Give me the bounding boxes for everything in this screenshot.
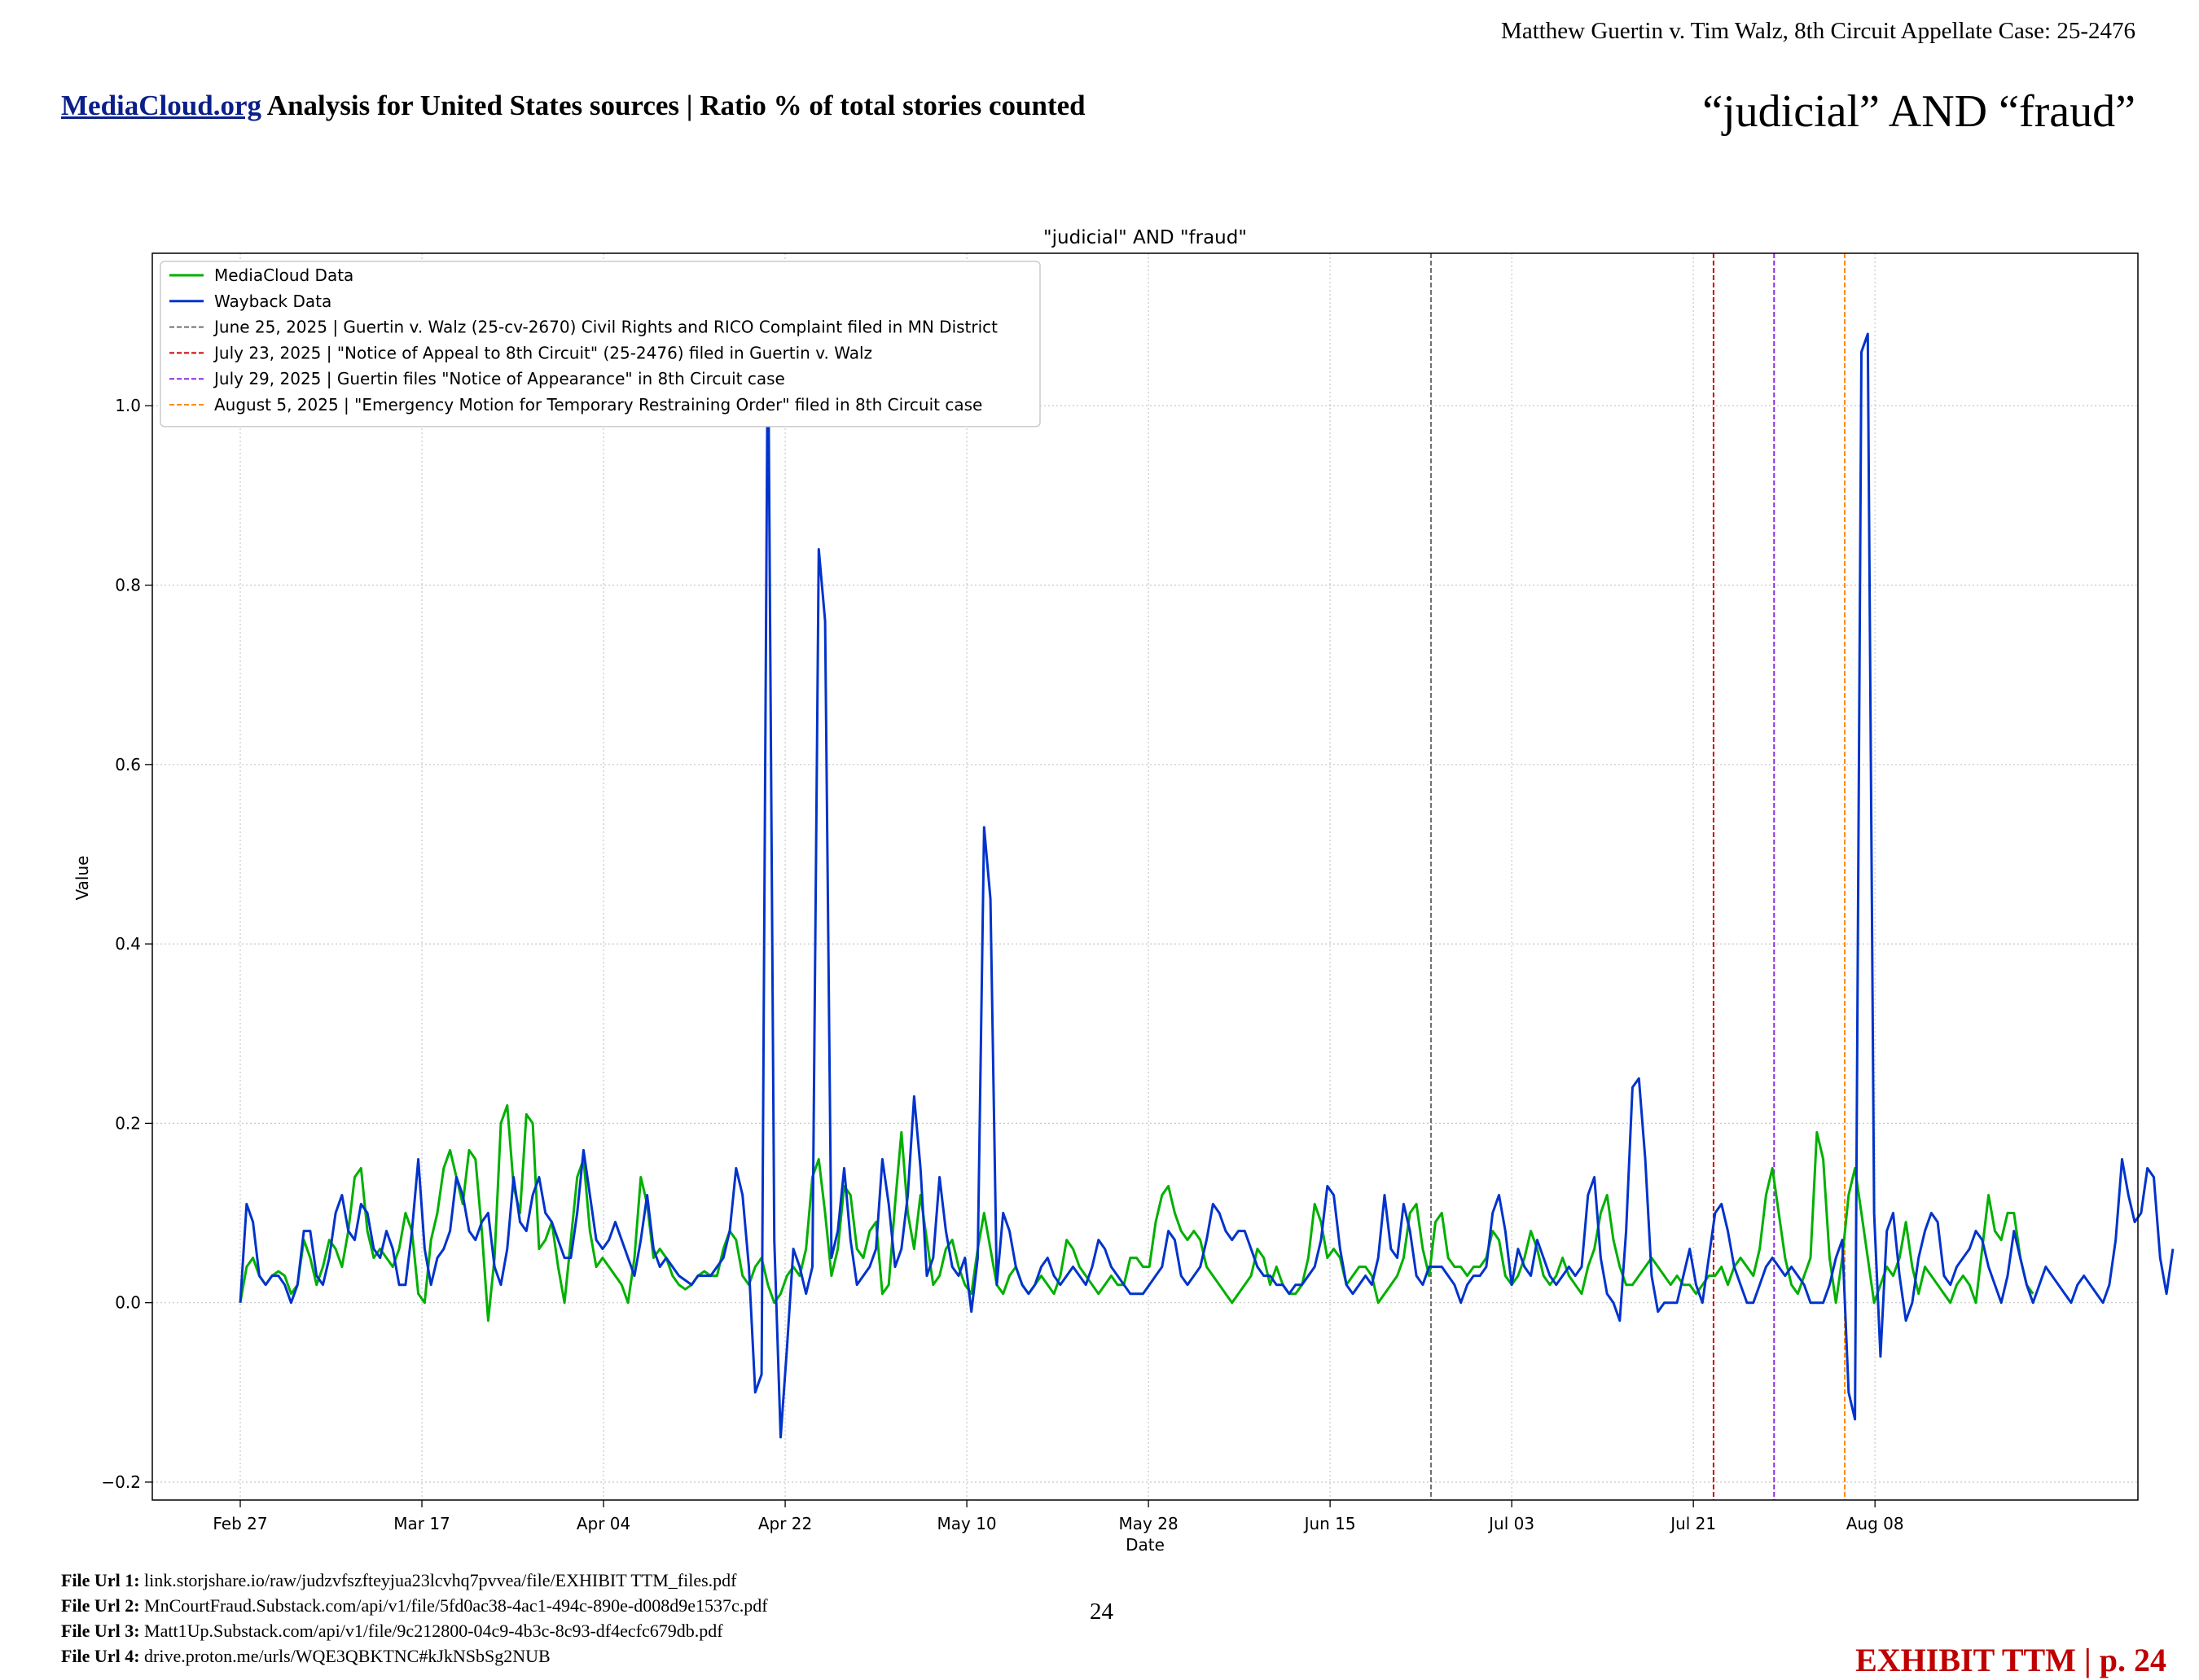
y-axis-label: Value [72,856,92,901]
legend-label: Wayback Data [214,292,331,311]
file-urls: File Url 1: link.storjshare.io/raw/judzv… [61,1568,768,1669]
legend-label: August 5, 2025 | "Emergency Motion for T… [214,395,982,415]
x-axis: Feb 27 Mar 17 Apr 04 Apr 22 May 10 May 28 Jun … [213,1500,1904,1533]
y-axis: −0.2 0.0 0.2 0.4 0.6 0.8 1.0 [101,396,152,1492]
y-tick-label: 0.2 [115,1113,141,1133]
event-lines [1430,253,1846,1500]
case-caption: Matthew Guertin v. Tim Walz, 8th Circuit… [1501,18,2135,44]
x-axis-label: Date [1126,1535,1165,1555]
mediacloud-link[interactable]: MediaCloud.org [61,90,261,121]
x-tick-label: May 10 [937,1514,997,1533]
x-tick-label: Jul 03 [1487,1514,1534,1533]
file-url-4: File Url 4: drive.proton.me/urls/WQE3QBK… [61,1646,551,1666]
page-number: 24 [1090,1599,1113,1625]
mediacloud-series-line [239,1103,2034,1323]
x-tick-label: Apr 04 [577,1514,630,1533]
exhibit-label: EXHIBIT TTM | p. 24 [1855,1642,2166,1678]
analysis-title: MediaCloud.org Analysis for United State… [61,90,1086,122]
y-tick-label: 0.6 [115,755,141,774]
x-tick-label: Jul 21 [1669,1514,1716,1533]
legend-label: July 23, 2025 | "Notice of Appeal to 8th… [213,343,872,362]
y-tick-label: 0.4 [115,934,141,954]
y-tick-label: 0.0 [115,1293,141,1313]
y-tick-label: 0.8 [115,576,141,595]
wayback-series-line [239,305,2175,1439]
legend-label: June 25, 2025 | Guertin v. Walz (25-cv-2… [213,318,998,337]
x-tick-label: Apr 22 [758,1514,812,1533]
x-tick-label: Mar 17 [393,1514,450,1533]
chart-title: "judicial" AND "fraud" [1043,227,1247,248]
analysis-title-text: Analysis for United States sources | Rat… [261,90,1086,121]
series-lines [239,305,2175,1439]
legend-label: July 29, 2025 | Guertin files "Notice of… [213,369,785,388]
file-url-1: File Url 1: link.storjshare.io/raw/judzv… [61,1570,737,1590]
legend-label: MediaCloud Data [214,265,353,285]
y-tick-label: 1.0 [115,396,141,415]
plot-frame [151,252,2139,1501]
line-chart: "judicial" AND "fraud" Feb 27 Mar 17 Apr 0… [72,227,2175,1555]
x-tick-label: May 28 [1119,1514,1179,1533]
legend: MediaCloud Data Wayback Data June 25, 2025… [160,261,1041,428]
query-title: “judicial” AND “fraud” [1702,86,2135,137]
x-tick-label: Jun 15 [1303,1514,1356,1533]
x-tick-label: Feb 27 [213,1514,267,1533]
file-url-2: File Url 2: MnCourtFraud.Substack.com/ap… [61,1595,768,1616]
legend-box [160,261,1041,428]
grid [152,253,2138,1500]
file-url-3: File Url 3: Matt1Up.Substack.com/api/v1/… [61,1621,723,1641]
y-tick-label: −0.2 [101,1472,141,1492]
x-tick-label: Aug 08 [1846,1514,1904,1533]
